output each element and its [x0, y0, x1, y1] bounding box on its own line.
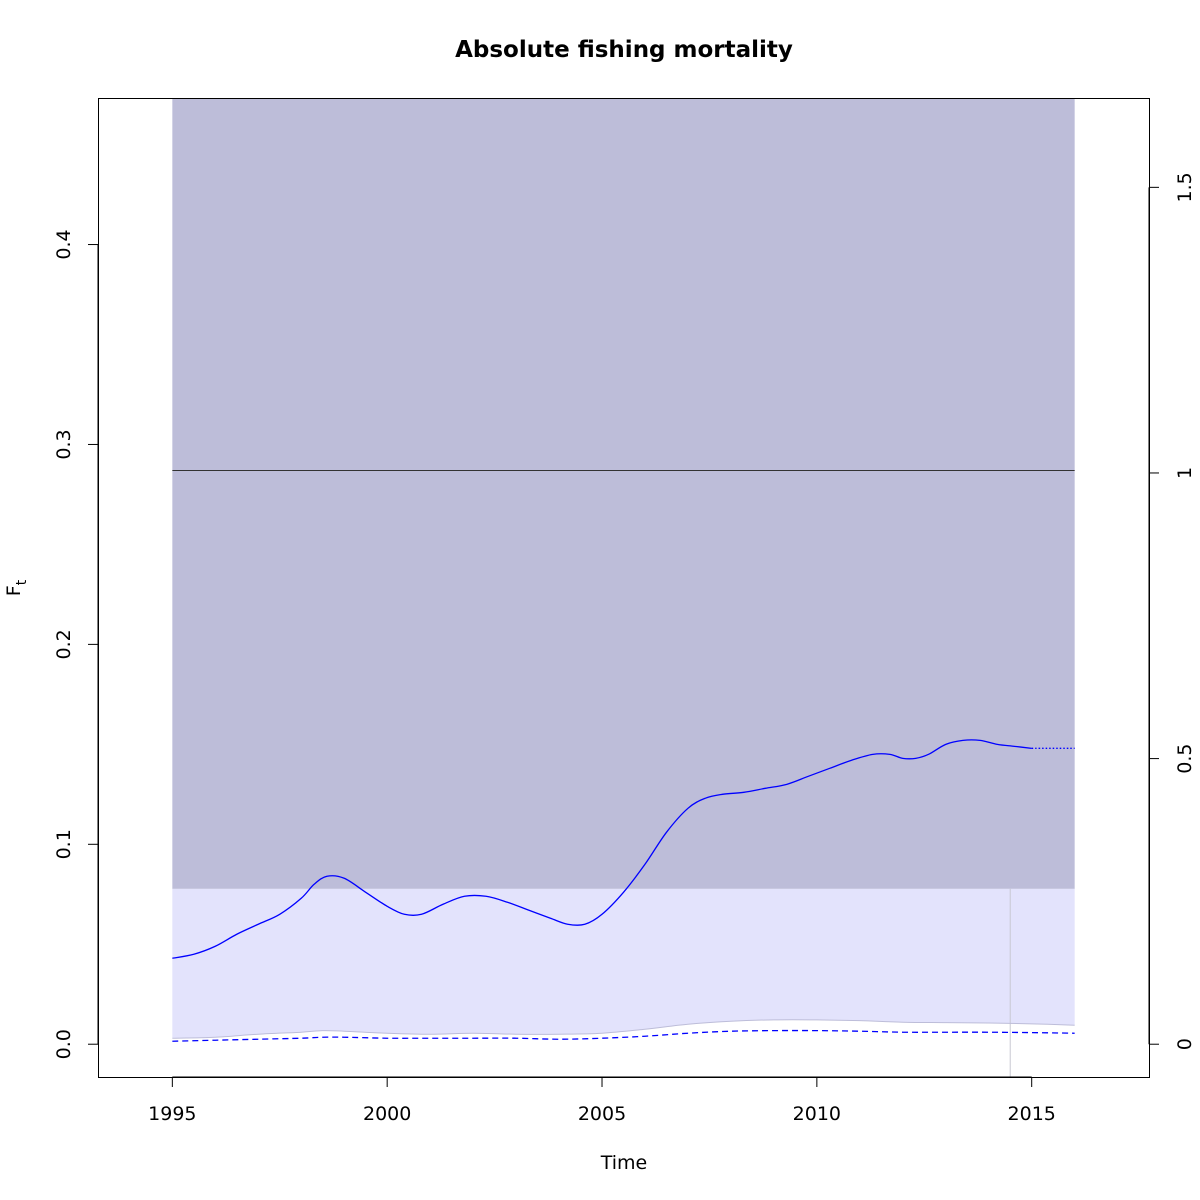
y-tick-label: 0.0	[53, 1029, 75, 1059]
y-axis-label: Ft	[3, 579, 30, 596]
x-tick-label: 2015	[1008, 1103, 1056, 1125]
y2-tick-label: 0.5	[1174, 743, 1196, 773]
svg-text:Ft: Ft	[3, 579, 30, 596]
x-tick-label: 2000	[363, 1103, 411, 1125]
y-tick-label: 0.4	[53, 229, 75, 259]
y-tick-label: 0.1	[53, 829, 75, 859]
y-axis-label-subscript: t	[14, 579, 30, 585]
upper-shaded-band	[172, 98, 1075, 889]
chart-title: Absolute fishing mortality	[455, 37, 793, 63]
y-tick-label: 0.3	[53, 429, 75, 459]
x-tick-label: 2010	[793, 1103, 841, 1125]
y2-tick-label: 1	[1174, 467, 1196, 479]
y-tick-label: 0.2	[53, 629, 75, 659]
estimate-line	[172, 739, 1032, 959]
x-axis-label: Time	[600, 1152, 648, 1174]
y2-tick-label: 0	[1174, 1038, 1196, 1050]
y-axis-label-main: F	[3, 585, 25, 596]
y2-tick-label: 1.5	[1174, 172, 1196, 202]
x-tick-label: 1995	[148, 1103, 196, 1125]
lower-bound-line	[172, 1019, 1075, 1039]
lower-estimate-line	[172, 1029, 1075, 1042]
lower-shaded-band	[172, 888, 1075, 1039]
x-tick-label: 2005	[578, 1103, 626, 1125]
